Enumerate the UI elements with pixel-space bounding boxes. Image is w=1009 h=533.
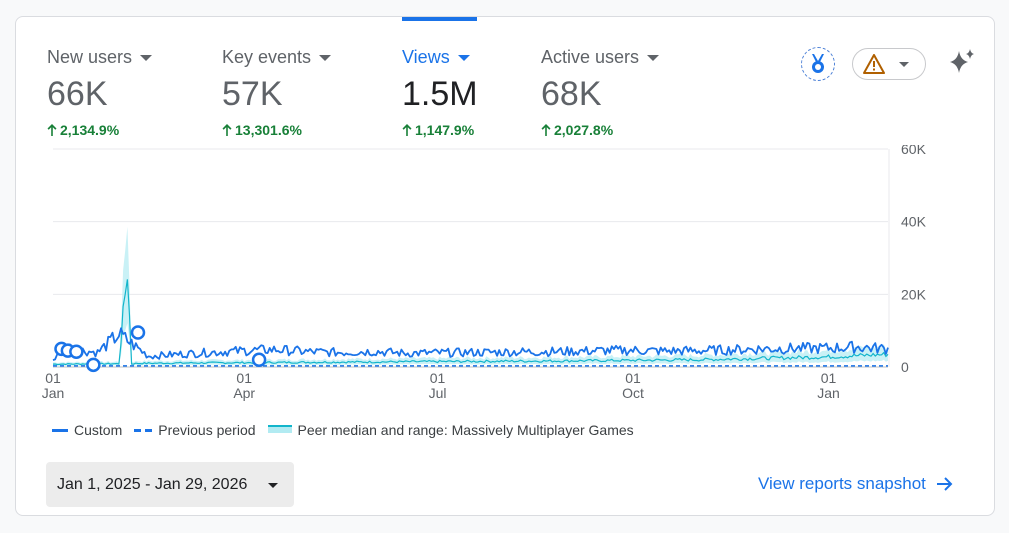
metric-tab-key-events[interactable]: Key events 57K 13,301.6% [222,17,372,147]
benchmark-button[interactable] [801,47,835,81]
x-tick-month: Oct [622,385,644,401]
metric-change: 1,147.9% [402,122,474,138]
metric-value: 1.5M [402,75,478,113]
x-tick-month: Apr [233,385,255,401]
x-tick-month: Jul [429,385,447,401]
metric-label: New users [47,47,153,68]
metric-value: 57K [222,75,283,113]
active-tab-indicator [402,17,477,21]
metric-tab-views[interactable]: Views 1.5M 1,147.9% [402,17,527,147]
y-tick-label: 20K [901,286,927,302]
metric-change: 2,027.8% [541,122,613,138]
band-swatch [267,425,292,433]
y-tick-label: 40K [901,214,927,230]
arrow-up-icon [541,124,551,136]
chart-legend: Custom Previous period Peer median and r… [52,422,646,438]
caret-down-icon [899,61,909,67]
metric-value: 66K [47,75,108,113]
x-tick-day: 01 [821,370,837,386]
x-tick-day: 01 [236,370,252,386]
caret-down-icon [457,54,470,61]
view-reports-snapshot-link[interactable]: View reports snapshot [758,474,954,494]
custom-series-line [52,327,889,361]
arrow-up-icon [47,124,57,136]
metric-change: 2,134.9% [47,122,119,138]
legend-label: Peer median and range: Massively Multipl… [297,422,634,438]
legend-item-custom[interactable]: Custom [52,422,122,438]
x-tick-day: 01 [45,370,61,386]
arrow-up-icon [402,124,412,136]
x-tick-day: 01 [430,370,446,386]
y-tick-label: 0 [901,359,909,375]
date-range-label: Jan 1, 2025 - Jan 29, 2026 [57,475,248,493]
caret-down-icon [268,483,278,488]
y-tick-label: 60K [901,145,927,157]
date-range-picker[interactable]: Jan 1, 2025 - Jan 29, 2026 [46,462,294,507]
x-tick-day: 01 [625,370,641,386]
metric-tab-new-users[interactable]: New users 66K 2,134.9% [47,17,197,147]
legend-item-peer[interactable]: Peer median and range: Massively Multipl… [267,422,634,438]
warning-triangle-icon [863,54,885,74]
legend-item-previous-period[interactable]: Previous period [134,422,256,438]
metric-tab-active-users[interactable]: Active users 68K 2,027.8% [541,17,691,147]
arrow-up-icon [222,124,232,136]
x-tick-month: Jan [817,385,840,401]
caret-down-icon [319,54,332,61]
x-tick-month: Jan [42,385,65,401]
annotation-marker [251,352,267,367]
metric-label: Views [402,47,470,68]
annotation-marker [69,344,84,359]
peer-median-line [52,279,889,366]
legend-label: Previous period [158,422,256,438]
medal-icon [812,54,824,73]
metric-change: 13,301.6% [222,122,302,138]
arrow-right-icon [936,477,953,491]
alert-dropdown[interactable] [852,48,926,80]
metric-label: Active users [541,47,660,68]
summary-card: New users 66K 2,134.9% Key events 57K 13… [15,16,995,516]
snapshot-link-label: View reports snapshot [758,474,926,493]
annotation-marker [86,357,101,373]
metric-label: Key events [222,47,332,68]
solid-line-swatch [52,428,68,432]
annotation-marker [130,325,146,340]
legend-label: Custom [74,422,123,438]
caret-down-icon [140,54,153,61]
metric-value: 68K [541,75,602,113]
caret-down-icon [647,54,660,61]
insights-button[interactable] [946,47,978,79]
dashed-line-swatch [134,428,153,432]
peer-range-band [53,226,888,366]
sparkle-icon [950,49,974,73]
